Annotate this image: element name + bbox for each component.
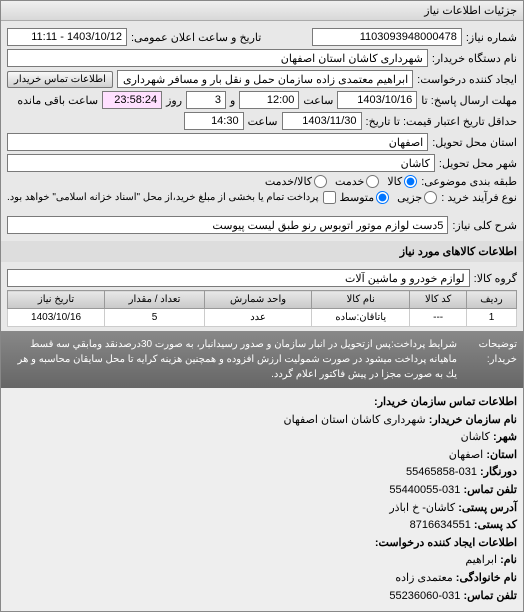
- cell-unit: عدد: [204, 309, 311, 327]
- creator-heading: اطلاعات ایجاد کننده درخواست:: [7, 535, 517, 553]
- cphone-l: تلفن تماس:: [463, 590, 517, 602]
- contact-heading: اطلاعات تماس سازمان خریدار:: [7, 394, 517, 412]
- category-label: طبقه بندی موضوعی:: [421, 175, 517, 188]
- buyer-name-l: نام سازمان خریدار:: [429, 414, 517, 426]
- note-label: توضیحات خریدار:: [457, 337, 517, 382]
- details-window: جزئیات اطلاعات نیاز شماره نیاز: تاریخ و …: [0, 0, 524, 612]
- th-name: نام کالا: [312, 291, 410, 309]
- province-l: استان:: [486, 449, 517, 461]
- day-and-label: و: [230, 94, 235, 107]
- proc-medium-label: متوسط: [340, 191, 375, 204]
- goods-section: گروه کالا: ردیف کد کالا نام کالا واحد شم…: [1, 262, 523, 331]
- req-no-field[interactable]: [312, 28, 462, 46]
- goods-group-field[interactable]: [7, 269, 470, 287]
- contact-section: اطلاعات تماس سازمان خریدار: نام سازمان خ…: [1, 388, 523, 611]
- pub-date-label: تاریخ و ساعت اعلان عمومی:: [131, 31, 261, 44]
- proc-minor-radio[interactable]: [424, 191, 437, 204]
- days-left-field[interactable]: [186, 91, 226, 109]
- deliver-province-field[interactable]: [7, 133, 428, 151]
- fname-l: نام:: [500, 554, 517, 566]
- cat-service-label: خدمت: [335, 175, 364, 188]
- cphone-v: 031-55236060: [389, 590, 460, 602]
- post-code-l: کد پستی:: [474, 519, 517, 531]
- city-l: شهر:: [493, 431, 517, 443]
- post-code-v: 8716634551: [410, 519, 471, 531]
- th-index: ردیف: [466, 291, 516, 309]
- goods-group-label: گروه کالا:: [474, 272, 517, 285]
- cat-goods-label: کالا: [387, 175, 402, 188]
- deliver-city-field[interactable]: [7, 154, 435, 172]
- fname-v: ابراهیم: [465, 554, 497, 566]
- fax-l: دورنگار:: [480, 466, 517, 478]
- th-date: تاریخ نیاز: [8, 291, 105, 309]
- th-qty: تعداد / مقدار: [105, 291, 205, 309]
- buyer-name-v: شهرداری کاشان استان اصفهان: [284, 414, 426, 426]
- table-row[interactable]: 1 --- یاتاقان:ساده عدد 5 1403/10/16: [8, 309, 517, 327]
- category-radio-group: کالا خدمت کالا/خدمت: [265, 175, 417, 188]
- day-unit-label: روز: [166, 94, 182, 107]
- cat-goods-radio[interactable]: [404, 175, 417, 188]
- cell-qty: 5: [105, 309, 205, 327]
- lname-l: نام خانوادگی:: [456, 572, 517, 584]
- deliver-city-label: شهر محل تحویل:: [439, 157, 517, 170]
- th-code: کد کالا: [410, 291, 467, 309]
- cat-both-radio[interactable]: [314, 175, 327, 188]
- summary-field[interactable]: [7, 216, 448, 234]
- post-addr-v: کاشان- خ اباذر: [389, 502, 455, 514]
- remain-label: ساعت باقی مانده: [17, 94, 98, 107]
- table-header-row: ردیف کد کالا نام کالا واحد شمارش تعداد /…: [8, 291, 517, 309]
- creator-field[interactable]: [117, 70, 413, 88]
- treasury-checkbox[interactable]: [323, 191, 336, 204]
- goods-heading: اطلاعات کالاهای مورد نیاز: [1, 241, 523, 262]
- phone-l: تلفن تماس:: [463, 484, 517, 496]
- cell-index: 1: [466, 309, 516, 327]
- province-v: اصفهان: [449, 449, 483, 461]
- time-label-1: ساعت: [303, 94, 333, 107]
- deliver-province-label: استان محل تحویل:: [432, 136, 517, 149]
- window-title: جزئیات اطلاعات نیاز: [1, 1, 523, 21]
- phone-v: 031-55440055: [389, 484, 460, 496]
- note-text: شرايط پرداخت:پس ازتحويل در انبار سازمان …: [7, 337, 457, 382]
- cat-both-label: کالا/خدمت: [265, 175, 312, 188]
- proc-type-radio-group: جزیی متوسط: [340, 191, 438, 204]
- pub-date-field[interactable]: [7, 28, 127, 46]
- fax-v: 031-55465858: [406, 466, 477, 478]
- deadline-date-field[interactable]: [337, 91, 417, 109]
- cat-service-radio[interactable]: [366, 175, 379, 188]
- deadline-time-field[interactable]: [239, 91, 299, 109]
- buyer-note: توضیحات خریدار: شرايط پرداخت:پس ازتحويل …: [1, 331, 523, 388]
- post-addr-l: آدرس پستی:: [458, 502, 517, 514]
- contact-info-button[interactable]: اطلاعات تماس خریدار: [7, 71, 113, 88]
- buyer-field[interactable]: [7, 49, 428, 67]
- summary-label: شرح کلی نیاز:: [452, 219, 517, 232]
- cell-code: ---: [410, 309, 467, 327]
- proc-medium-radio[interactable]: [376, 191, 389, 204]
- lname-v: معتمدی زاده: [395, 572, 452, 584]
- remain-time-field[interactable]: [102, 91, 162, 109]
- minvalid-date-field[interactable]: [282, 112, 362, 130]
- minvalid-label: حداقل تاریخ اعتبار قیمت: تا تاریخ:: [366, 115, 517, 128]
- minvalid-time-field[interactable]: [184, 112, 244, 130]
- creator-label: ایجاد کننده درخواست:: [417, 73, 517, 86]
- goods-table: ردیف کد کالا نام کالا واحد شمارش تعداد /…: [7, 290, 517, 327]
- th-unit: واحد شمارش: [204, 291, 311, 309]
- city-v: کاشان: [461, 431, 490, 443]
- req-no-label: شماره نیاز:: [466, 31, 517, 44]
- proc-type-label: نوع فرآیند خرید :: [441, 191, 517, 204]
- proc-note: پرداخت تمام یا بخشی از مبلغ خرید،از محل …: [7, 192, 319, 203]
- deadline-label: مهلت ارسال پاسخ: تا: [421, 94, 517, 107]
- cell-name: یاتاقان:ساده: [312, 309, 410, 327]
- cell-date: 1403/10/16: [8, 309, 105, 327]
- time-label-2: ساعت: [248, 115, 278, 128]
- proc-minor-label: جزیی: [397, 191, 422, 204]
- buyer-label: نام دستگاه خریدار:: [432, 52, 517, 65]
- header-section: شماره نیاز: تاریخ و ساعت اعلان عمومی: نا…: [1, 21, 523, 241]
